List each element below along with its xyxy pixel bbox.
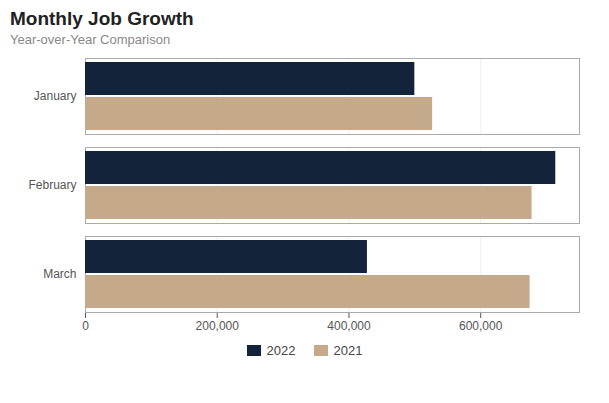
svg-text:January: January: [34, 89, 77, 103]
html-text:2022: 2022: [266, 343, 296, 358]
svg-text:February: February: [28, 178, 76, 192]
html-text:2021: 2021: [333, 343, 363, 358]
svg-text:0: 0: [82, 319, 89, 333]
svg-text:600,000: 600,000: [459, 319, 503, 333]
html-text:Monthly Job Growth: Monthly Job Growth: [10, 8, 194, 29]
svg-text:400,000: 400,000: [327, 319, 371, 333]
svg-text:March: March: [43, 267, 76, 281]
svg-text:200,000: 200,000: [196, 319, 240, 333]
html-text:Year-over-Year Comparison: Year-over-Year Comparison: [10, 32, 171, 47]
